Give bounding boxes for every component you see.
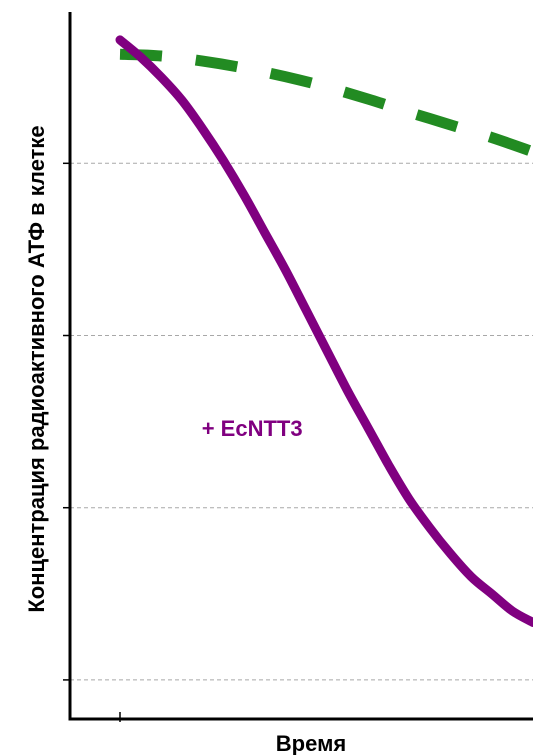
annotations: + EcNTT3 (202, 416, 303, 441)
grid-lines (70, 162, 533, 681)
series-annotation-0: + EcNTT3 (202, 416, 303, 441)
x-axis-title: Время (276, 731, 346, 755)
y-axis-title: Концентрация радиоактивного АТФ в клетке (24, 125, 49, 612)
series-line-1 (115, 35, 533, 627)
data-series (115, 35, 533, 627)
